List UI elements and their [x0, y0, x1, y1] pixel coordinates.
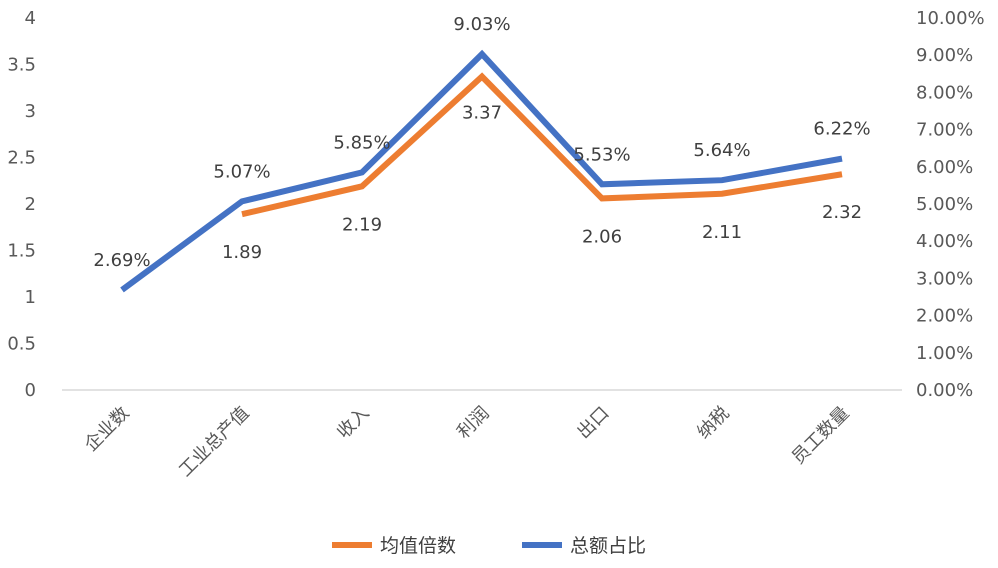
series-lines [120, 49, 843, 293]
data-label: 5.85% [333, 132, 390, 153]
right-tick-label: 4.00% [916, 231, 973, 252]
data-label: 3.37 [462, 103, 502, 124]
left-tick-label: 3.5 [7, 55, 36, 76]
data-label: 5.64% [693, 140, 750, 161]
right-tick-label: 7.00% [916, 120, 973, 141]
category-label: 企业数 [81, 403, 134, 456]
data-label: 2.32 [822, 202, 862, 223]
data-label: 2.11 [702, 222, 742, 243]
category-labels: 企业数 工业总产值 收入 利润 出口 纳税 员工数量 [81, 403, 854, 481]
left-tick-label: 0 [25, 380, 36, 401]
right-tick-label: 5.00% [916, 194, 973, 215]
legend-label: 总额占比 [570, 535, 646, 557]
data-label: 2.19 [342, 214, 382, 235]
data-label: 6.22% [813, 119, 870, 140]
category-label: 出口 [573, 403, 613, 443]
left-tick-label: 2.5 [7, 148, 36, 169]
left-tick-label: 3 [25, 101, 36, 122]
category-label: 收入 [333, 403, 373, 443]
legend: 均值倍数 总额占比 [332, 535, 646, 557]
data-label: 9.03% [453, 14, 510, 35]
category-label: 员工数量 [788, 403, 854, 469]
series-line-multiple [241, 72, 843, 218]
left-tick-label: 2 [25, 194, 36, 215]
category-label: 利润 [453, 403, 493, 443]
legend-label: 均值倍数 [380, 535, 456, 557]
data-labels: 1.89 2.19 3.37 2.06 2.11 2.32 2.69% 5.07% 5.85% 9… [93, 14, 870, 271]
right-tick-label: 3.00% [916, 268, 973, 289]
right-tick-label: 9.00% [916, 45, 973, 66]
right-tick-label: 10.00% [916, 8, 985, 29]
right-tick-label: 0.00% [916, 380, 973, 401]
category-label: 纳税 [693, 403, 733, 443]
left-tick-label: 0.5 [7, 334, 36, 355]
right-axis-ticks: 0.00% 1.00% 2.00% 3.00% 4.00% 5.00% 6.00% 7.00%… [916, 8, 985, 401]
left-tick-label: 1 [25, 287, 36, 308]
data-label: 5.07% [213, 161, 270, 182]
data-label: 5.53% [573, 144, 630, 165]
data-label: 2.06 [582, 226, 622, 247]
left-tick-label: 4 [25, 8, 36, 29]
data-label: 1.89 [222, 242, 262, 263]
category-label: 工业总产值 [175, 403, 253, 481]
right-tick-label: 1.00% [916, 343, 973, 364]
left-axis-ticks: 0 0.5 1 1.5 2 2.5 3 3.5 4 [7, 8, 36, 401]
data-label: 2.69% [93, 250, 150, 271]
right-tick-label: 8.00% [916, 82, 973, 103]
left-tick-label: 1.5 [7, 241, 36, 262]
right-tick-label: 6.00% [916, 157, 973, 178]
right-tick-label: 2.00% [916, 306, 973, 327]
series-line-share [120, 49, 843, 293]
